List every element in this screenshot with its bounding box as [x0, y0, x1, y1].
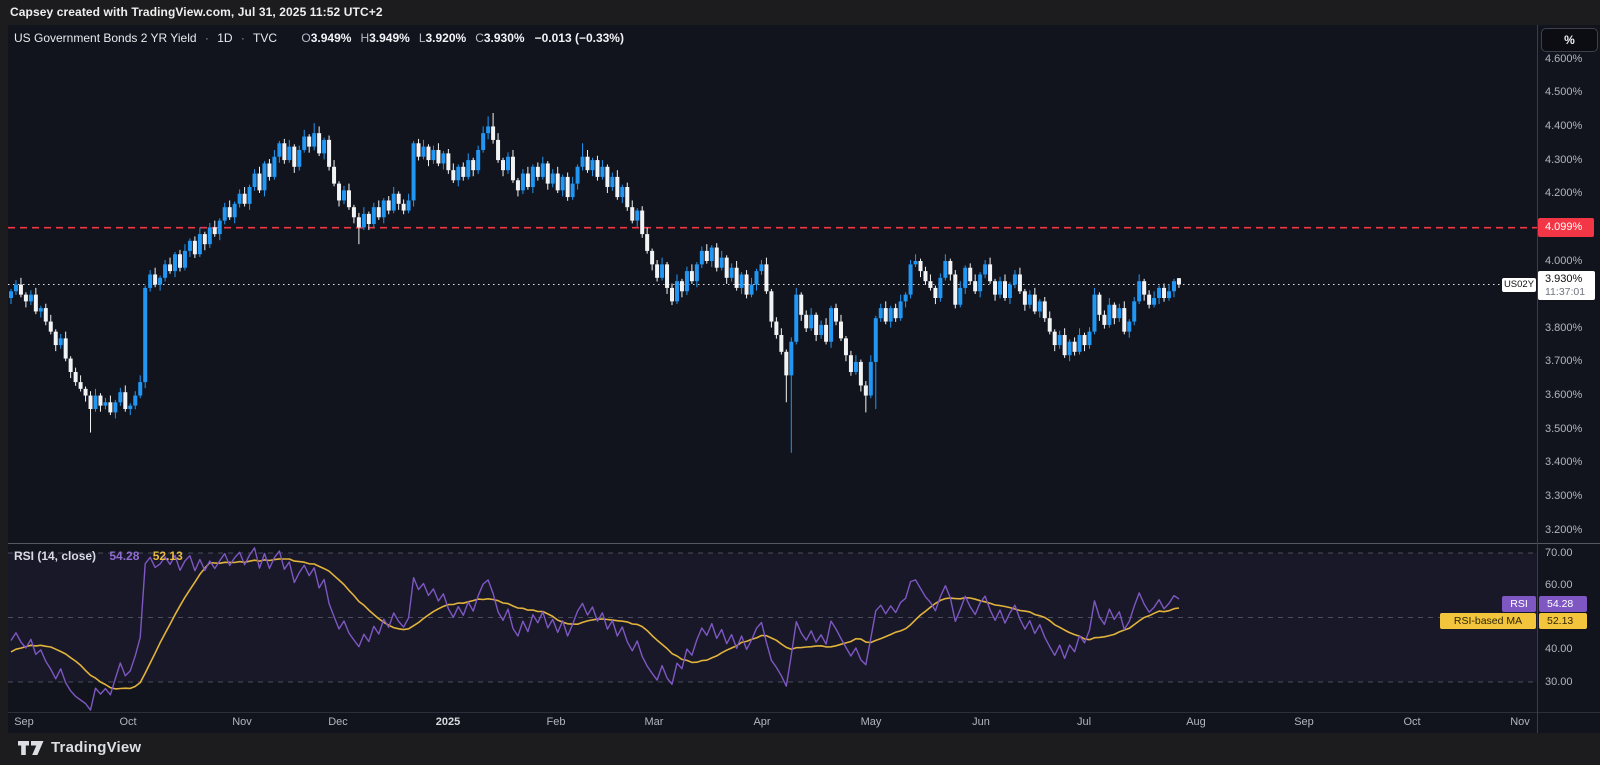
- price-tick-label: 4.500%: [1545, 86, 1583, 99]
- time-tick-label: May: [860, 716, 882, 728]
- tradingview-logo-icon: [18, 740, 44, 755]
- rsi-ma-line-tag[interactable]: RSI-based MA: [1440, 612, 1536, 629]
- price-tick-label: 3.200%: [1545, 523, 1583, 536]
- rsi-tick-label: 40.00: [1545, 643, 1573, 656]
- price-tick-label: 3.700%: [1545, 355, 1583, 368]
- interval-label[interactable]: 1D: [217, 31, 233, 45]
- time-tick-label: Sep: [14, 716, 34, 728]
- price-tick-label: 3.300%: [1545, 489, 1583, 502]
- rsi-ma-value-badge: 52.13: [1539, 612, 1587, 629]
- high-value: 3.949%: [369, 31, 410, 45]
- tradingview-logo[interactable]: TradingView: [18, 739, 141, 756]
- countdown-timer: 11:37:01: [1545, 285, 1586, 298]
- rsi-ma-value: 52.13: [152, 549, 183, 563]
- footer-bar: TradingView: [0, 733, 1600, 765]
- price-tick-label: 3.400%: [1545, 456, 1583, 469]
- price-tick-label: 3.600%: [1545, 389, 1583, 402]
- low-value: 3.920%: [425, 31, 467, 45]
- low-label: L: [418, 31, 426, 45]
- rsi-tick-label: 60.00: [1545, 578, 1573, 591]
- symbol-title[interactable]: US Government Bonds 2 YR Yield: [14, 31, 197, 45]
- alert-price-label[interactable]: 4.099%: [1538, 218, 1594, 238]
- price-tick-label: 4.300%: [1545, 153, 1583, 166]
- time-tick-label: Mar: [644, 716, 664, 728]
- close-value: 3.930%: [483, 31, 525, 45]
- time-tick-label: Oct: [119, 716, 137, 728]
- last-price-label[interactable]: 3.930% 11:37:01: [1538, 270, 1595, 300]
- rsi-value: 54.28: [109, 549, 140, 563]
- exchange-label: TVC: [253, 31, 278, 45]
- legend-separator: ·: [240, 31, 245, 45]
- symbol-price-badge: US02Y: [1502, 277, 1536, 292]
- time-tick-label: Feb: [546, 716, 566, 728]
- price-tick-label: 3.800%: [1545, 321, 1583, 334]
- rsi-value-badge: 54.28: [1539, 595, 1587, 612]
- close-label: C: [475, 31, 484, 45]
- price-tick-label: 4.600%: [1545, 52, 1583, 65]
- price-tick-label: 3.500%: [1545, 422, 1583, 435]
- rsi-tick-label: 70.00: [1545, 546, 1573, 559]
- high-label: H: [360, 31, 370, 45]
- price-tick-label: 4.400%: [1545, 119, 1583, 132]
- time-tick-label: Nov: [1510, 716, 1530, 728]
- time-tick-label: Nov: [232, 716, 252, 728]
- attribution-bar: Capsey created with TradingView.com, Jul…: [0, 0, 1600, 25]
- time-tick-label: Dec: [328, 716, 348, 728]
- attribution-text: Capsey created with TradingView.com, Jul…: [10, 5, 383, 19]
- open-value: 3.949%: [310, 31, 352, 45]
- rsi-tick-label: 30.00: [1545, 675, 1573, 688]
- percent-scale-button[interactable]: %: [1541, 28, 1598, 52]
- change-value: −0.013 (−0.33%): [534, 31, 624, 45]
- rsi-line-tag[interactable]: RSI: [1502, 595, 1536, 612]
- chart-canvas[interactable]: [8, 25, 1600, 733]
- time-tick-label: Jul: [1076, 716, 1092, 728]
- legend-separator: ·: [204, 31, 209, 45]
- time-tick-label: Apr: [753, 716, 771, 728]
- time-tick-label: Jun: [972, 716, 990, 728]
- rsi-title[interactable]: RSI (14, close): [14, 549, 97, 563]
- time-tick-label: Aug: [1186, 716, 1206, 728]
- tradingview-logo-text: TradingView: [51, 739, 142, 756]
- symbol-legend[interactable]: US Government Bonds 2 YR Yield · 1D · TV…: [14, 31, 624, 47]
- price-tick-label: 4.200%: [1545, 187, 1583, 200]
- price-tick-label: 4.000%: [1545, 254, 1583, 267]
- rsi-legend[interactable]: RSI (14, close) 54.28 52.13: [14, 549, 183, 563]
- ohlc-values: O3.949% H3.949% L3.920% C3.930% −0.013 (−0.3…: [292, 31, 624, 45]
- time-tick-label: Oct: [1403, 716, 1421, 728]
- last-price-value: 3.930%: [1545, 272, 1583, 285]
- time-tick-label: Sep: [1294, 716, 1314, 728]
- time-tick-label: 2025: [435, 716, 461, 728]
- open-label: O: [301, 31, 311, 45]
